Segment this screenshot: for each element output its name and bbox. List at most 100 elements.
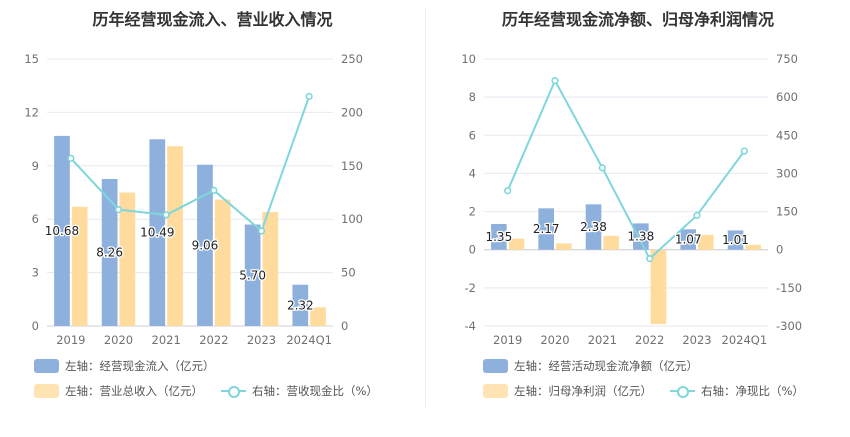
legend-label: 左轴：经营现金流入（亿元） [65, 359, 215, 373]
left-axis-tick-label: -4 [465, 319, 476, 333]
x-axis-tick-label: 2024Q1 [722, 333, 768, 345]
legend-item-line[interactable]: 右轴：营收现金比（%） [221, 383, 378, 399]
chart-plot-right: -4 -2 0 2 4 6 8 10 -300 -150 0 150 300 450 600 750 2019 2… [461, 52, 802, 345]
legend-item-primary[interactable]: 左轴：经营活动现金流净额（亿元） [483, 358, 698, 374]
line-point [551, 77, 559, 85]
right-axis-tick-label: 0 [341, 319, 348, 333]
legend-label: 左轴：经营活动现金流净额（亿元） [514, 359, 698, 373]
left-axis-tick-label: -2 [465, 281, 476, 295]
line-point [305, 92, 313, 100]
line-point [162, 211, 170, 219]
legend-item-line[interactable]: 右轴：净现比（%） [670, 383, 804, 399]
legend-row-1: 左轴：经营活动现金流净额（亿元） [483, 358, 716, 374]
bar-data-label: 2.32 [287, 298, 314, 312]
bar-data-label: 1.07 [675, 233, 702, 247]
legend-item-secondary[interactable]: 左轴：营业总收入（亿元） [34, 383, 203, 399]
bar-data-label: 5.70 [239, 268, 266, 282]
x-axis-tick-label: 2024Q1 [286, 333, 332, 345]
x-axis-tick-label: 2022 [635, 333, 664, 345]
bar-secondary [556, 243, 572, 250]
bar-data-label: 2.17 [533, 222, 560, 236]
bar-primary [197, 164, 213, 326]
bar-secondary [603, 235, 619, 250]
right-axis-tick-label: -300 [776, 319, 802, 333]
line-point [598, 164, 606, 172]
bar-primary [101, 178, 118, 326]
legend-swatch-primary [34, 359, 59, 373]
legend-row-1: 左轴：经营现金流入（亿元） [34, 358, 233, 374]
line-point [646, 255, 654, 263]
legend-swatch-secondary [34, 384, 59, 398]
legend-swatch-secondary [483, 384, 508, 398]
left-axis-tick-label: 6 [32, 212, 39, 226]
chart-panel-left: 历年经营现金流入、营业收入情况 0 3 6 9 12 15 0 50 100 150 200 250 2… [24, 10, 396, 399]
bar-secondary [262, 212, 279, 326]
right-axis-tick-label: 600 [776, 90, 798, 104]
bar-secondary [745, 244, 761, 250]
bar-data-label: 10.68 [45, 224, 79, 238]
bar-data-label: 2.38 [580, 220, 607, 234]
bar-primary [680, 229, 696, 250]
bar-primary [292, 284, 309, 326]
bar-secondary [698, 234, 714, 250]
x-axis-tick-label: 2020 [104, 333, 133, 345]
bar-secondary [71, 206, 88, 326]
bar-primary [633, 223, 649, 250]
bar-secondary [650, 249, 667, 325]
left-axis-tick-label: 6 [469, 128, 476, 142]
line-series [70, 96, 311, 233]
x-axis-tick-label: 2023 [247, 333, 276, 345]
right-axis-tick-label: 50 [341, 266, 356, 280]
bar-primary [727, 230, 744, 250]
chart-title: 历年经营现金流入、营业收入情况 [92, 10, 333, 29]
bar-secondary [310, 307, 326, 326]
bar-primary [491, 223, 507, 250]
bar-data-label: 1.38 [627, 230, 654, 244]
legend-swatch-primary [483, 359, 508, 373]
left-axis-tick-label: 0 [32, 319, 39, 333]
x-axis-tick-label: 2019 [56, 333, 85, 345]
legend-label: 左轴：营业总收入（亿元） [65, 384, 203, 398]
bar-data-label: 1.35 [485, 230, 512, 244]
bar-primary [149, 139, 166, 326]
line-point [693, 211, 701, 219]
left-axis-tick-label: 9 [32, 159, 39, 173]
right-axis-tick-label: -150 [776, 281, 802, 295]
right-axis-tick-label: 100 [341, 212, 363, 226]
bar-secondary [508, 238, 525, 250]
bar-data-label: 9.06 [192, 238, 219, 252]
x-axis-tick-label: 2019 [493, 333, 522, 345]
bar-data-label: 1.01 [722, 233, 749, 247]
legend-swatch-line [221, 384, 246, 398]
legend-label: 右轴：营收现金比（%） [252, 384, 378, 398]
legend-row-2: 左轴：营业总收入（亿元） 右轴：营收现金比（%） [34, 383, 396, 399]
legend-item-primary[interactable]: 左轴：经营现金流入（亿元） [34, 358, 215, 374]
legend-label: 左轴：归母净利润（亿元） [514, 384, 652, 398]
right-axis-tick-label: 200 [341, 105, 363, 119]
bar-primary [538, 208, 554, 250]
x-axis-tick-label: 2020 [540, 333, 569, 345]
left-axis-tick-label: 4 [469, 166, 476, 180]
x-axis-tick-label: 2023 [682, 333, 711, 345]
legend-swatch-line [670, 384, 695, 398]
bar-data-label: 8.26 [96, 245, 123, 259]
right-axis-tick-label: 0 [776, 243, 783, 257]
left-axis-tick-label: 15 [24, 52, 39, 66]
line-point [67, 154, 75, 162]
right-axis-tick-label: 750 [776, 52, 798, 66]
bar-primary [54, 135, 70, 326]
bar-secondary [119, 192, 136, 326]
legend-label: 右轴：净现比（%） [701, 384, 804, 398]
line-series [506, 78, 746, 261]
line-point [740, 147, 748, 155]
right-axis-tick-label: 150 [341, 159, 363, 173]
bar-primary [585, 204, 602, 250]
bar-data-label: 10.49 [140, 226, 174, 240]
left-axis-tick-label: 10 [461, 52, 476, 66]
legend-item-secondary[interactable]: 左轴：归母净利润（亿元） [483, 383, 652, 399]
bar-secondary [167, 146, 183, 326]
left-axis-tick-label: 2 [469, 205, 476, 219]
left-axis-tick-label: 8 [469, 90, 476, 104]
line-point [210, 186, 218, 194]
